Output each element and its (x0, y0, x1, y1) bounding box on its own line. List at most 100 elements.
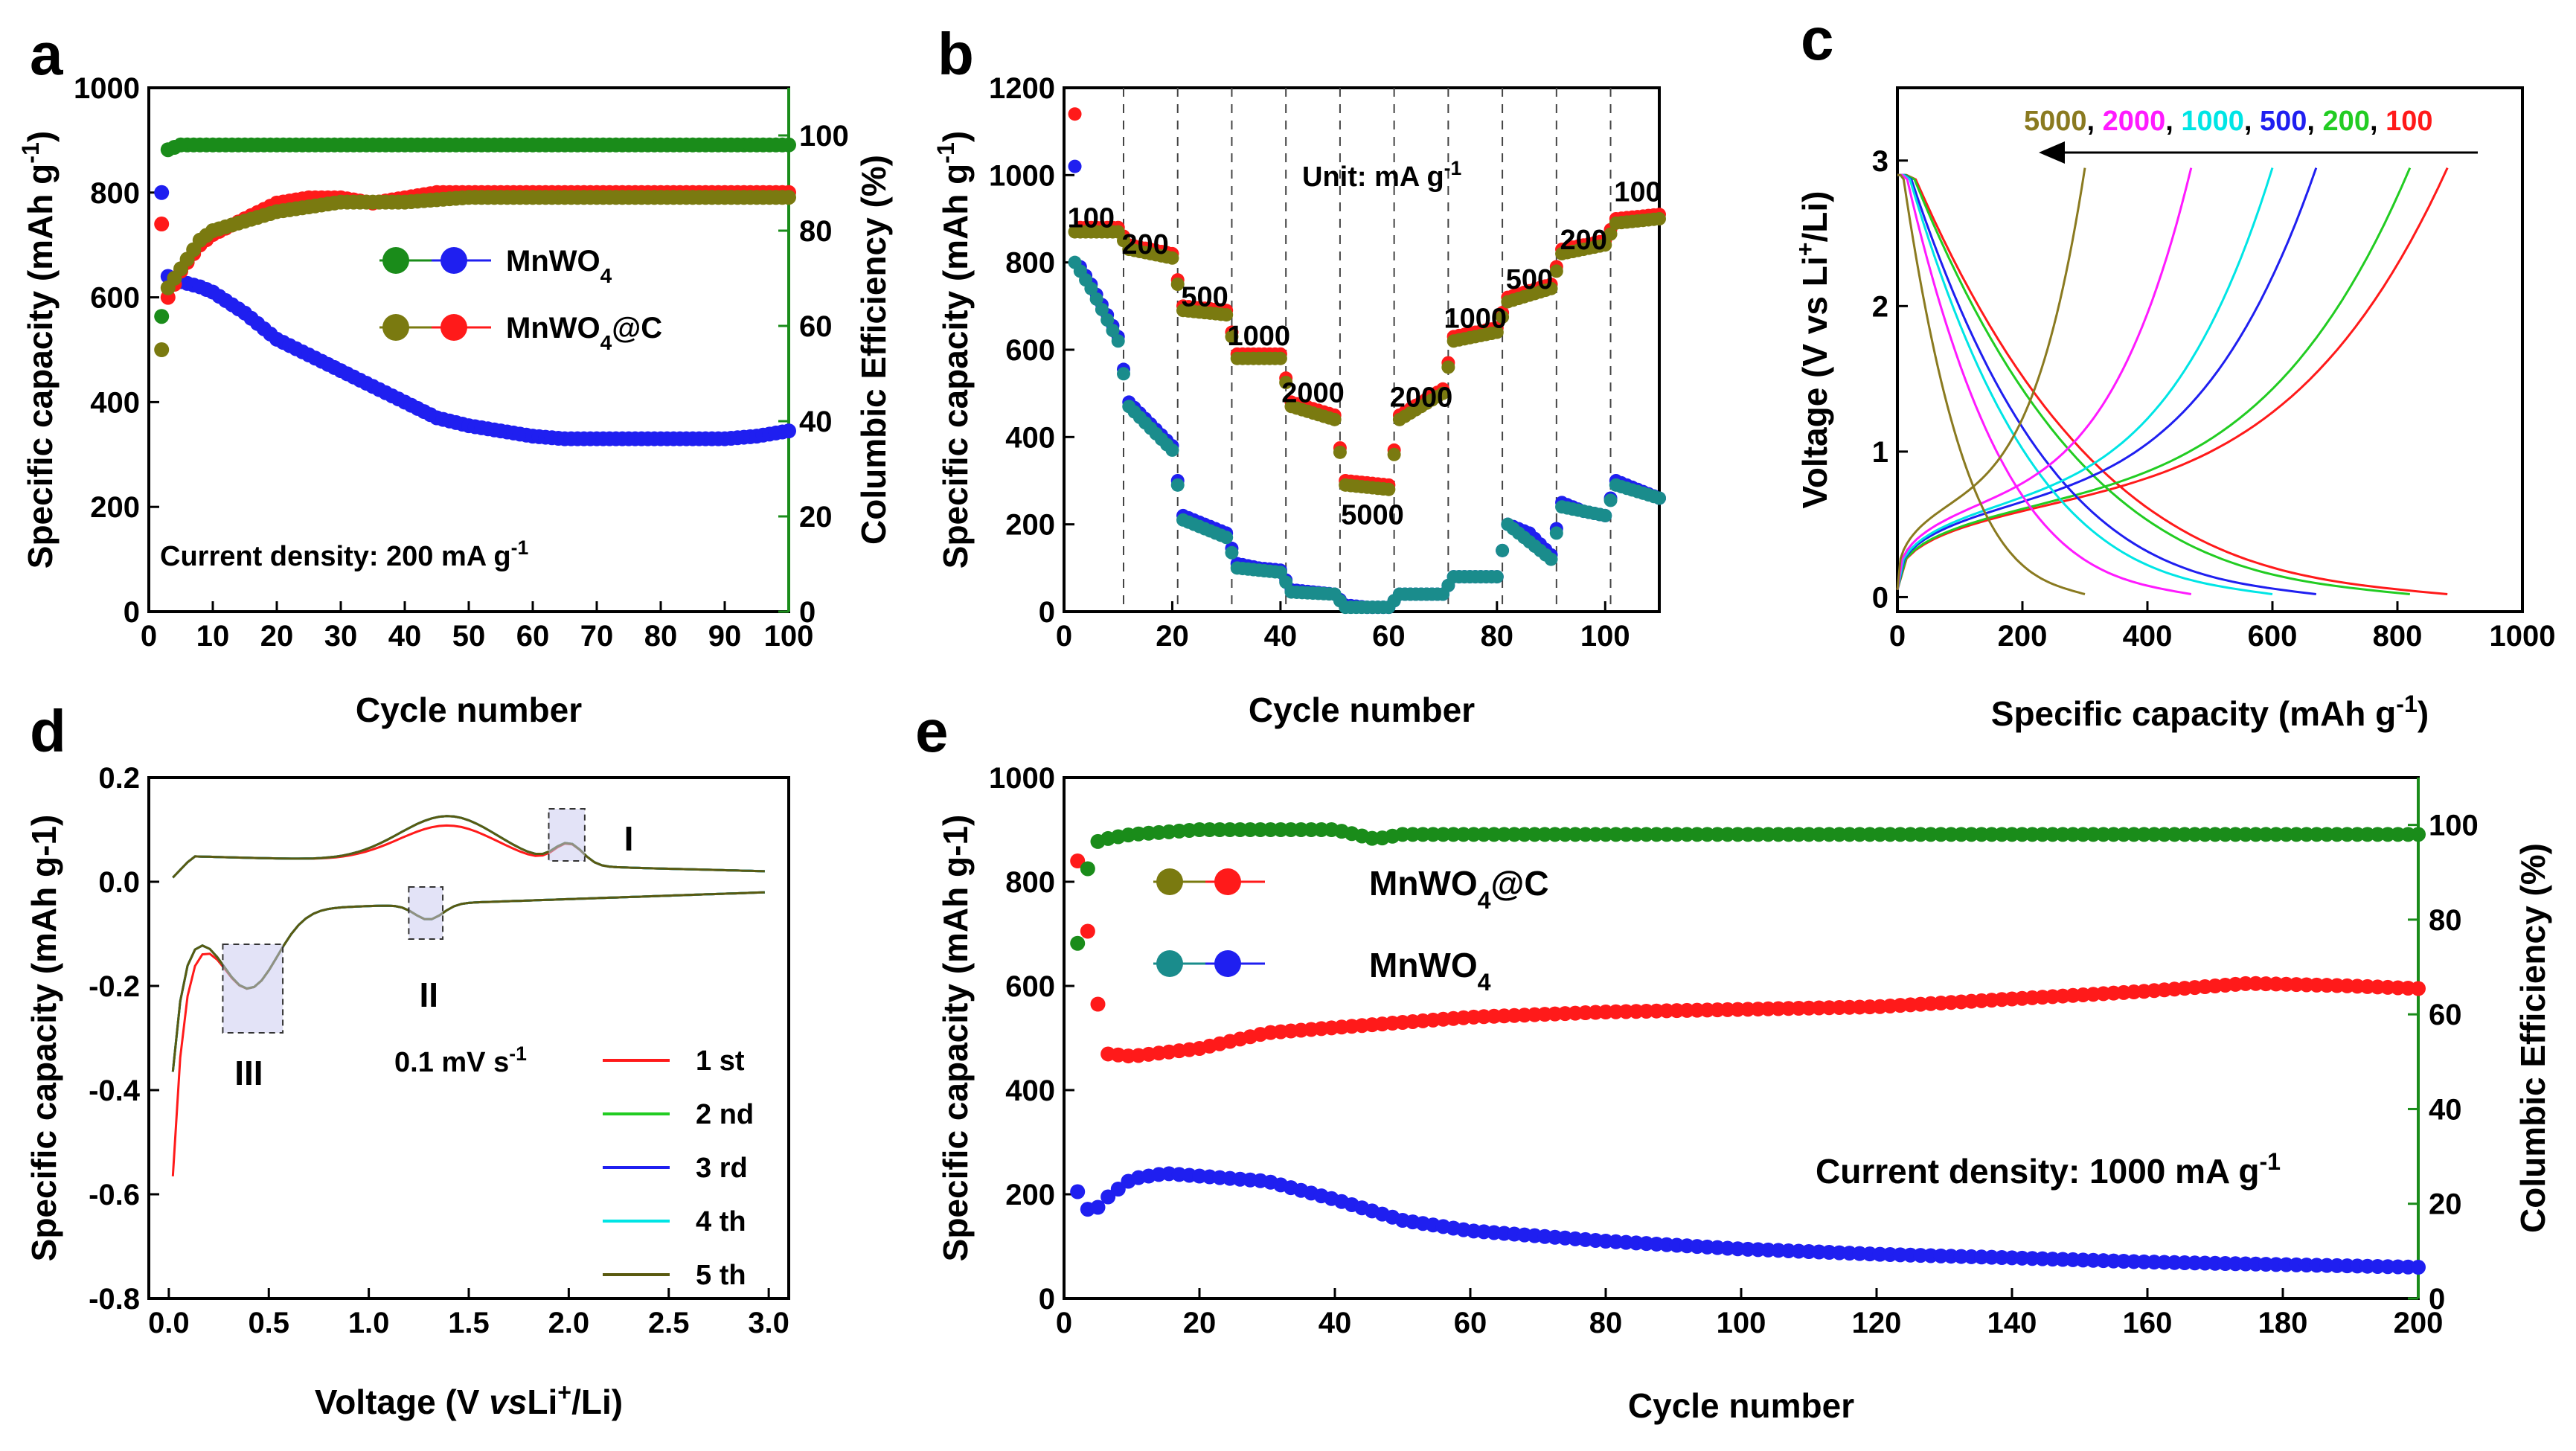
panel-b-point (1225, 330, 1239, 344)
panel-c-charge-curve (1896, 167, 2449, 591)
panel-e-ytick-label: 1000 (989, 762, 1055, 795)
panel-b-point (1653, 212, 1666, 225)
panel-c-discharge-curve (1897, 173, 2086, 595)
panel-c-label: c (1801, 6, 1834, 72)
panel-d-legend-label-0: 1 st (696, 1045, 745, 1077)
panel-c-discharge-curve (1897, 173, 2410, 595)
panel-b-xtick-label: 20 (1156, 620, 1189, 653)
panel-e-xtick-label: 40 (1319, 1307, 1352, 1339)
panel-e-ytick-label: 800 (1005, 866, 1055, 899)
panel-e-point (1070, 853, 1086, 868)
panel-b-rate-label: 500 (1506, 264, 1553, 295)
panel-b-label: b (938, 21, 974, 87)
panel-c-charge-curve (1896, 167, 2086, 590)
panel-c-ytick-label: 3 (1872, 145, 1888, 178)
panel-d-xtick-label: 1.5 (448, 1307, 490, 1339)
panel-b-point (1490, 325, 1504, 339)
panel-b-point (1111, 334, 1125, 348)
panel-b-ytick-label: 600 (1005, 334, 1055, 367)
panel-a-ytick-label: 1000 (74, 72, 140, 105)
panel-e-xtick-label: 100 (1717, 1307, 1766, 1339)
panel-c-xtick-label: 200 (1998, 620, 2048, 653)
panel-a-right-ytick-label: 40 (799, 406, 833, 438)
panel-b-point (1544, 281, 1558, 295)
panel-e-point (1080, 861, 1095, 877)
panel-b-point (1387, 447, 1401, 461)
panel-e-ytick-label: 400 (1005, 1074, 1055, 1107)
panel-b-rate-label: 5000 (1341, 500, 1404, 531)
panel-b-point (1084, 281, 1098, 295)
panel-a-frame (147, 86, 790, 613)
panel-c-discharge-curve (1897, 173, 2316, 595)
panel-c: 0 200 400 600 800 1000 0 1 2 3 5000, 2000, 1000, 5… (1792, 6, 2555, 733)
panel-c-discharge-curve (1897, 173, 2192, 595)
panel-b-ytick-label: 400 (1005, 421, 1055, 454)
panel-c-rate-legend: 5000, 2000, 1000, 500, 200, 100 (2024, 106, 2432, 137)
panel-d-legend-label-4: 5 th (696, 1260, 746, 1291)
panel-e-ytick-label: 600 (1005, 970, 1055, 1003)
panel-a-point (154, 185, 170, 200)
panel-d-ylabel: Specific capacity (mAh g-1) (25, 815, 63, 1262)
panel-a-label: a (30, 21, 63, 87)
panel-a-y2label: Columbic Efficiency (%) (854, 155, 893, 545)
panel-c-xtick-label: 800 (2373, 620, 2423, 653)
panel-b-rate-label: 1000 (1444, 304, 1507, 335)
panel-d-ytick-label: -0.6 (89, 1179, 140, 1211)
panel-b-point (1279, 575, 1293, 589)
panel-b-point (1068, 159, 1082, 173)
panel-e-xtick-label: 120 (1852, 1307, 1902, 1339)
panel-b-point (1220, 531, 1234, 545)
panel-d-label: d (30, 698, 66, 764)
panel-b-point (1549, 264, 1563, 278)
panel-e-xtick-label: 200 (2394, 1307, 2444, 1339)
panel-a-legend-1-marker-left (382, 314, 409, 341)
panel-d-peak-box (222, 944, 284, 1034)
panel-a-xtick-label: 10 (196, 620, 230, 653)
panel-b-point (1100, 313, 1115, 327)
panel-b-point (1106, 324, 1120, 338)
panel-a-xtick-label: 80 (644, 620, 678, 653)
panel-e-point (1090, 996, 1106, 1012)
panel-a-legend-0-marker-right (440, 247, 467, 274)
panel-e-xtick-label: 0 (1056, 1307, 1072, 1339)
panel-b-point (1598, 238, 1612, 252)
panel-c-xtick-label: 0 (1889, 620, 1906, 653)
panel-d-ytick-label: -0.8 (89, 1283, 140, 1316)
panel-b-point (1273, 566, 1287, 580)
panel-a-ytick-label: 400 (90, 386, 140, 419)
panel-d-frame (147, 776, 790, 1300)
panel-a-xlabel: Cycle number (356, 691, 582, 729)
panel-a-legend-label-1: MnWO4@C (506, 312, 662, 354)
panel-e-point (1110, 1182, 1126, 1197)
panel-b-unit-label: Unit: mA g-1 (1302, 157, 1462, 193)
panel-a-point (154, 342, 170, 357)
panel-b-point (1653, 491, 1666, 505)
panel-e-right-ytick-label: 20 (2429, 1188, 2462, 1221)
panel-b-rate-label: 200 (1560, 225, 1606, 256)
panel-a-legend-label-0: MnWO4 (506, 245, 612, 287)
panel-c-xtick-label: 400 (2123, 620, 2173, 653)
panel-b-rate-label: 1000 (1228, 321, 1291, 352)
panel-c-charge-curve (1896, 167, 2318, 591)
panel-d-cathodic-curve (171, 891, 765, 1176)
panel-e-ylabel: Specific capacity (mAh g-1) (936, 815, 975, 1262)
panel-e-ytick-label: 200 (1005, 1179, 1055, 1211)
panel-e-xtick-label: 60 (1454, 1307, 1487, 1339)
panel-e-right-ytick-label: 100 (2429, 810, 2479, 842)
panel-b-point (1117, 367, 1130, 381)
panel-e-legend-0-marker-left (1156, 868, 1183, 895)
panel-b-point (1603, 227, 1618, 241)
panel-d-peak-label: II (419, 976, 438, 1014)
panel-a-right-ytick-label: 100 (799, 120, 849, 153)
panel-b-point (1603, 493, 1618, 507)
panel-e-right-ytick-label: 40 (2429, 1093, 2462, 1126)
panel-c-xlabel: Specific capacity (mAh g-1) (1991, 691, 2429, 733)
panel-e-right-ytick-label: 60 (2429, 999, 2462, 1031)
panel-b: 0 20 40 60 80 1000200400600800100012001002005… (932, 21, 1666, 729)
panel-b-rate-label: 2000 (1281, 377, 1345, 409)
panel-c-xtick-label: 600 (2248, 620, 2298, 653)
panel-b-ytick-label: 800 (1005, 247, 1055, 280)
panel-b-xtick-label: 100 (1580, 620, 1630, 653)
panel-e-xtick-label: 20 (1183, 1307, 1217, 1339)
panel-d-ytick-label: -0.4 (89, 1074, 141, 1107)
